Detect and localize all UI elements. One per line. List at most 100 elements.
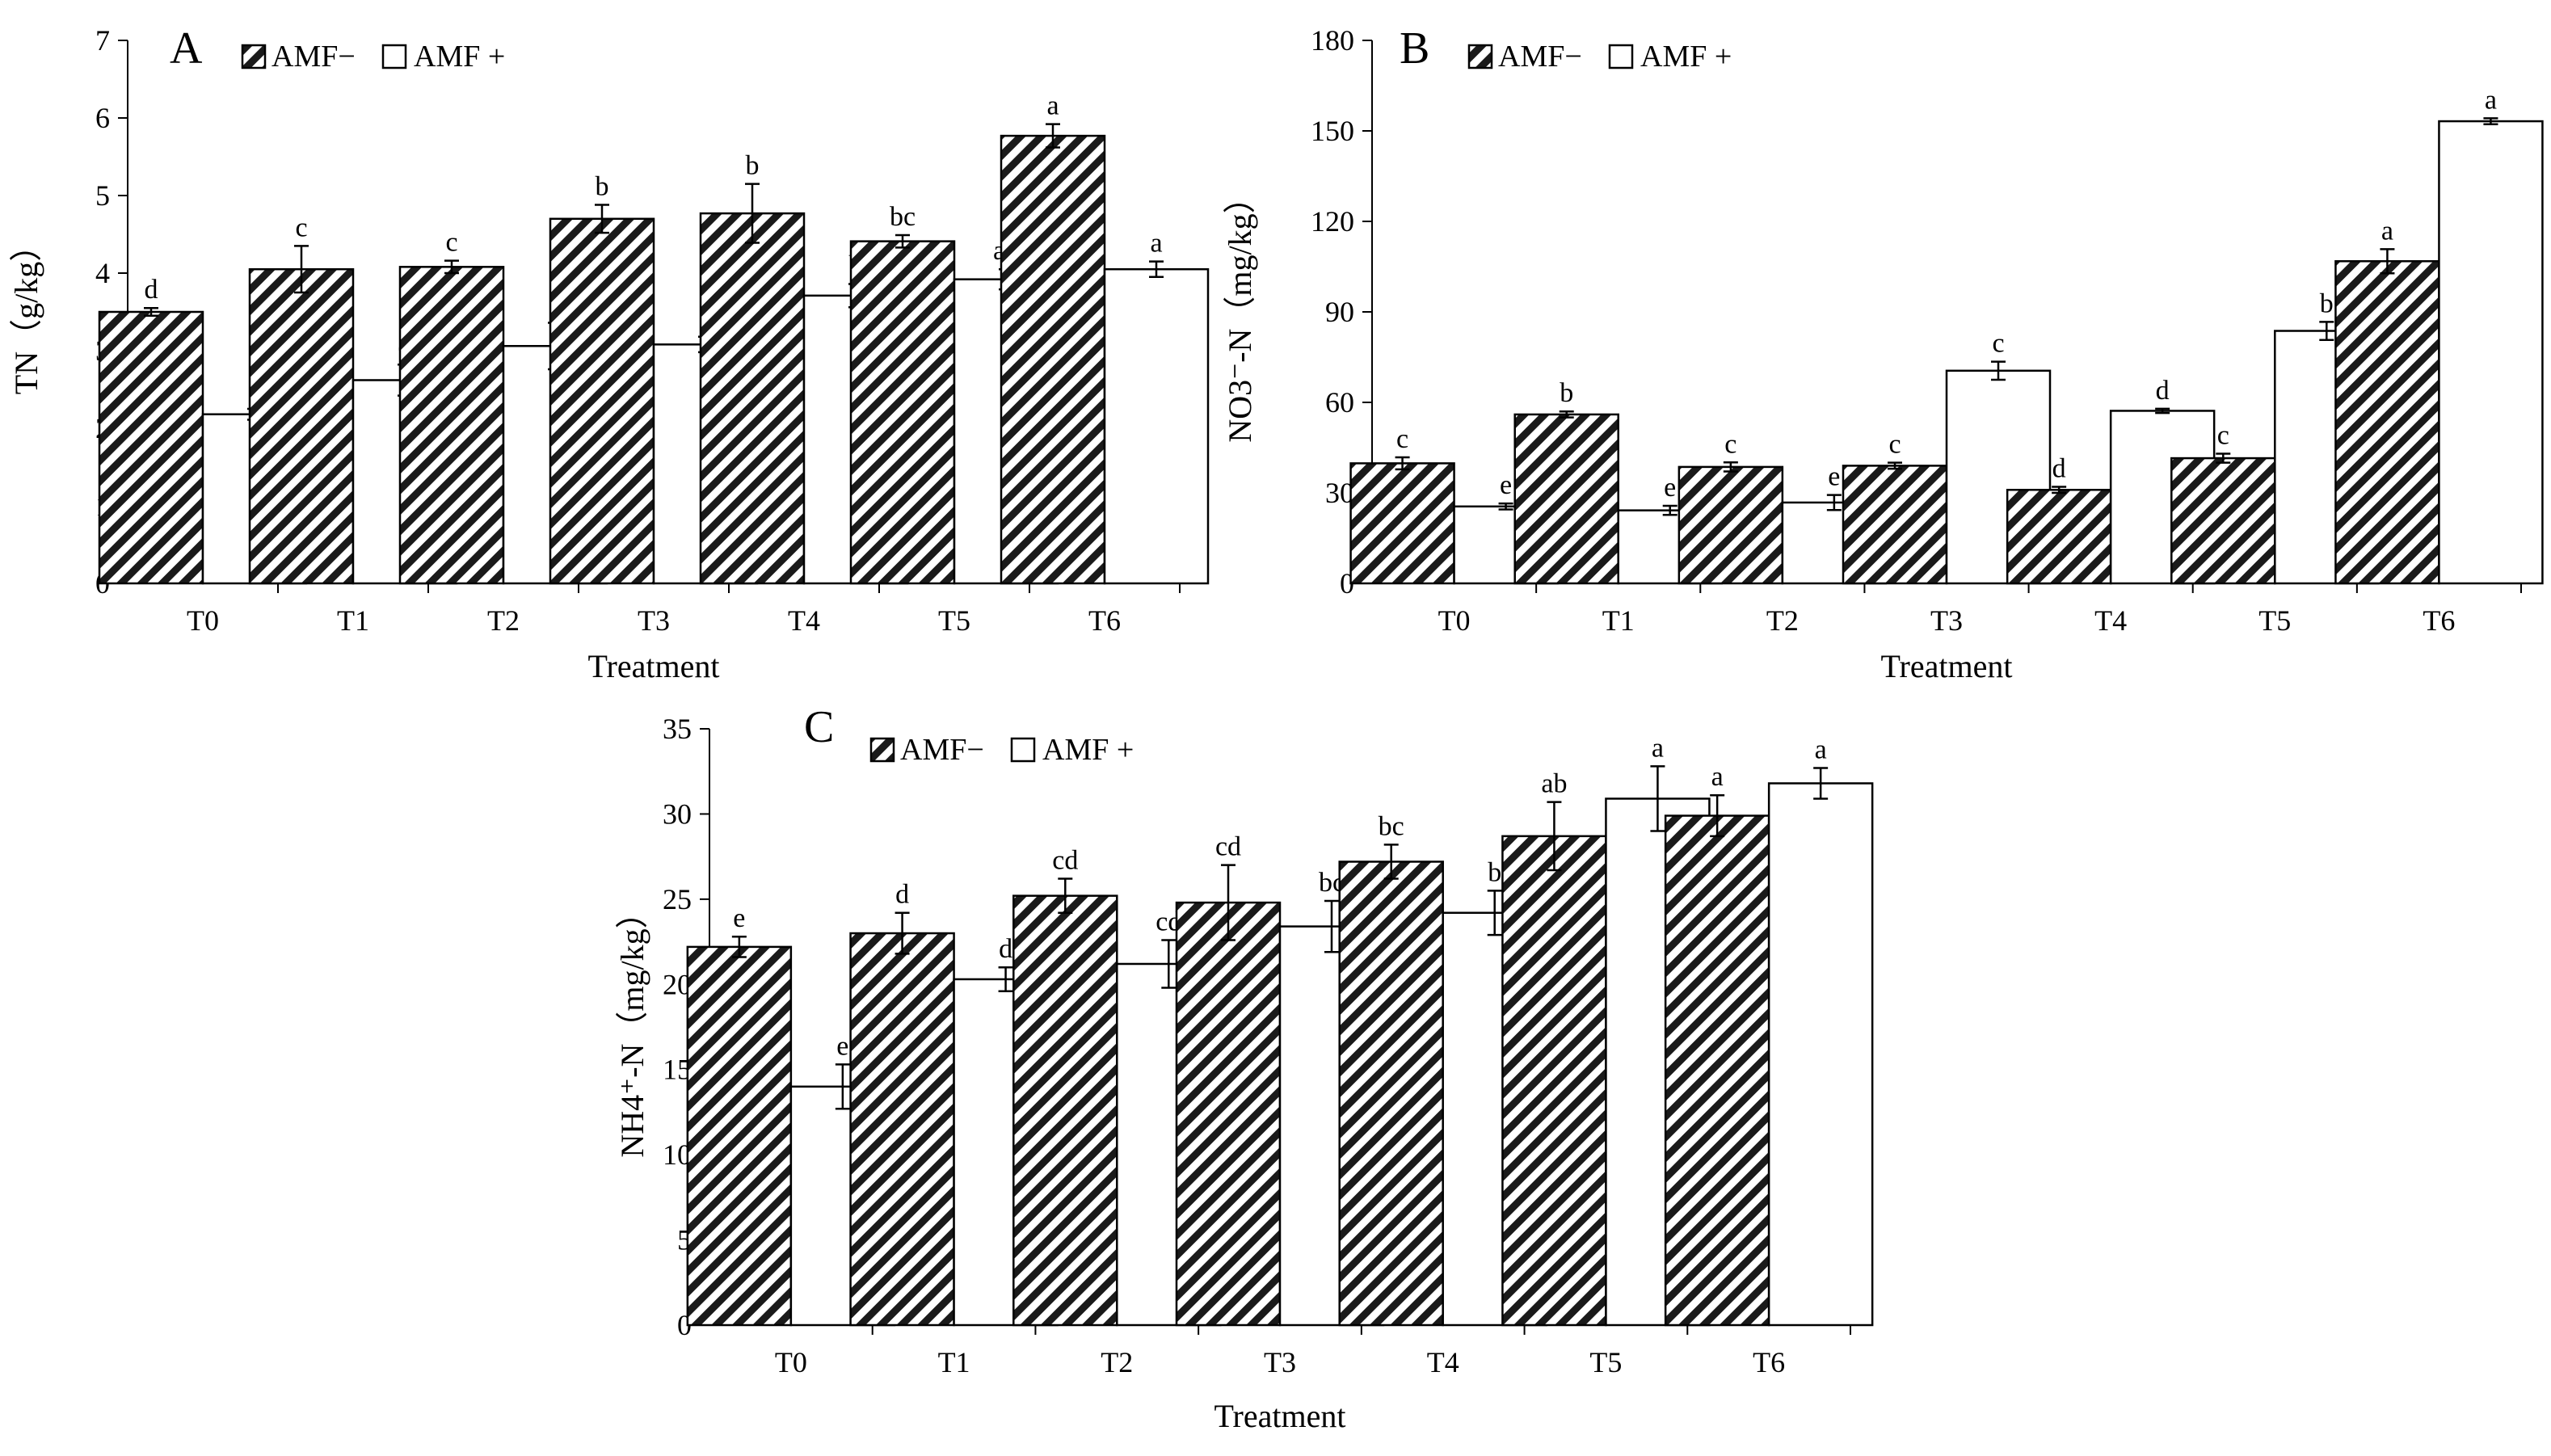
significance-label: d [2156, 376, 2170, 406]
y-tick-label: 7 [95, 24, 110, 57]
significance-label: bc [890, 202, 916, 232]
significance-label: cd [1052, 846, 1078, 876]
significance-label: a [2485, 85, 2497, 115]
y-tick-label: 6 [95, 102, 110, 134]
y-tick-label: 4 [95, 257, 110, 289]
bar-amf-plus [2438, 120, 2544, 585]
x-tick-label: T4 [788, 604, 820, 637]
y-axis-title: TN（g/kg） [8, 229, 44, 394]
significance-label: b [1488, 857, 1501, 887]
chart-panel-b: 0306090120150180NO3⁻-N（mg/kg）T0ceT1beT2c… [1222, 23, 2544, 684]
x-tick-label: T4 [1427, 1346, 1459, 1378]
bar-amf-minus [2170, 457, 2276, 585]
significance-label: c [2217, 420, 2229, 450]
bar-amf-minus [1664, 814, 1770, 1327]
significance-label: e [733, 903, 745, 933]
x-tick-label: T1 [337, 604, 369, 637]
panel-letter: A [170, 23, 203, 74]
significance-label: c [1888, 430, 1901, 460]
legend-swatch-amf-minus [241, 44, 267, 69]
x-tick-label: T3 [1930, 604, 1963, 637]
x-tick-label: T5 [938, 604, 970, 637]
y-tick-label: 30 [1325, 477, 1354, 509]
bar-amf-minus [1678, 465, 1784, 585]
legend-label-amf-minus: AMF− [1498, 40, 1582, 74]
bar-amf-minus [1842, 465, 1948, 585]
x-tick-label: T5 [1589, 1346, 1622, 1378]
panel-letter: B [1400, 23, 1429, 74]
legend-label-amf-plus: AMF + [414, 40, 505, 74]
bar-amf-plus [1103, 267, 1210, 585]
significance-label: e [836, 1031, 848, 1061]
bar-amf-minus [1000, 134, 1106, 585]
y-tick-label: 180 [1311, 24, 1354, 57]
significance-label: e [1500, 470, 1512, 500]
x-tick-label: T0 [775, 1346, 807, 1378]
significance-label: d [2052, 454, 2066, 484]
y-tick-label: 25 [663, 883, 692, 915]
panel-letter: C [804, 702, 834, 752]
significance-label: bc [1379, 811, 1404, 841]
bar-amf-minus [398, 266, 505, 585]
y-tick-label: 150 [1311, 115, 1354, 147]
bar-amf-minus [1012, 894, 1118, 1327]
bar-amf-minus [98, 310, 204, 585]
x-tick-label: T6 [1753, 1346, 1785, 1378]
x-axis-title: Treatment [588, 648, 720, 684]
x-tick-label: T4 [2094, 604, 2127, 637]
bar-amf-plus [1767, 782, 1874, 1327]
significance-label: d [999, 934, 1012, 964]
y-tick-label: 35 [663, 713, 692, 745]
legend-label-amf-plus: AMF + [1042, 733, 1134, 767]
significance-label: e [1664, 473, 1676, 503]
bar-amf-minus [1338, 861, 1444, 1327]
x-tick-label: T3 [638, 604, 670, 637]
x-tick-label: T1 [1602, 604, 1635, 637]
bar-amf-minus [1501, 835, 1607, 1327]
x-tick-label: T2 [1766, 604, 1799, 637]
x-tick-label: T2 [487, 604, 520, 637]
bar-amf-minus [699, 212, 806, 585]
significance-label: a [2381, 216, 2393, 246]
x-tick-label: T0 [187, 604, 219, 637]
legend-swatch-amf-minus [1467, 44, 1493, 69]
significance-label: b [1560, 378, 1573, 408]
y-axis-title: NO3⁻-N（mg/kg） [1222, 181, 1258, 442]
significance-label: a [1652, 733, 1664, 763]
x-tick-label: T1 [938, 1346, 970, 1378]
y-tick-label: 60 [1325, 386, 1354, 419]
legend-swatch-amf-plus [1010, 737, 1036, 763]
x-tick-label: T6 [1088, 604, 1121, 637]
bar-amf-minus [686, 945, 793, 1327]
significance-label: a [1150, 229, 1162, 259]
significance-label: d [895, 880, 909, 910]
x-tick-label: T3 [1264, 1346, 1296, 1378]
x-axis-title: Treatment [1881, 648, 2013, 684]
y-tick-label: 90 [1325, 296, 1354, 328]
significance-label: b [596, 172, 609, 202]
x-tick-label: T0 [1438, 604, 1471, 637]
legend-label-amf-plus: AMF + [1640, 40, 1732, 74]
bar-amf-minus [849, 240, 956, 585]
bar-amf-minus [549, 217, 655, 585]
significance-label: c [295, 213, 307, 242]
bar-amf-minus [1349, 462, 1455, 585]
bar-amf-minus [849, 932, 955, 1327]
y-tick-label: 5 [95, 179, 110, 212]
y-tick-label: 30 [663, 797, 692, 830]
x-tick-label: T5 [2258, 604, 2291, 637]
significance-label: b [2320, 288, 2334, 318]
legend-label-amf-minus: AMF− [272, 40, 356, 74]
significance-label: c [1724, 429, 1736, 459]
significance-label: a [1711, 762, 1724, 792]
bar-amf-minus [2006, 489, 2112, 585]
y-tick-label: 120 [1311, 205, 1354, 238]
bar-amf-minus [1513, 413, 1619, 585]
significance-label: c [445, 228, 457, 258]
chart-panel-c: 05101520253035NH4⁺-N（mg/kg）T0eeT1ddT2cdc… [614, 702, 1874, 1434]
chart-panel-a: 01234567TN（g/kg）T0deT1cdT2ccT3bcT4bbT5bc… [8, 23, 1210, 684]
bar-amf-minus [248, 267, 355, 585]
legend-swatch-amf-minus [869, 737, 895, 763]
